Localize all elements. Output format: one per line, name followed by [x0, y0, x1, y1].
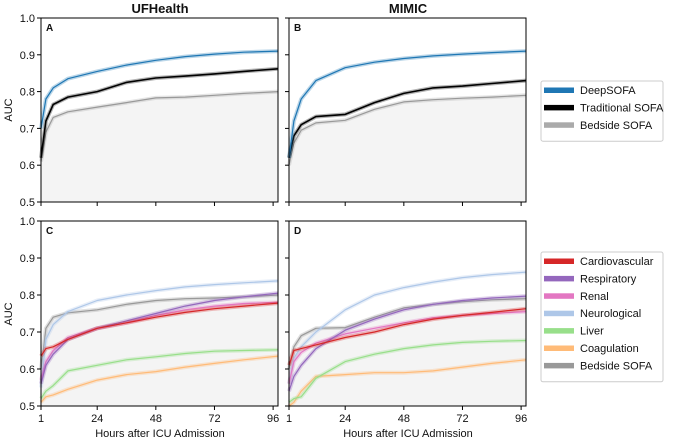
legend-scores: DeepSOFA Traditional SOFA Bedside SOFA [540, 80, 664, 142]
series-line-bedside-sofa [40, 91, 279, 162]
y-axis-label-top: AUC [3, 98, 15, 121]
x-tick-label: 24 [339, 413, 351, 425]
x-tick-label: 96 [267, 413, 279, 425]
legend-entry: Bedside SOFA [580, 120, 653, 132]
panel-d: D 1 24 48 72 96 [285, 220, 527, 425]
panel-a: A 0.5 0.6 0.7 0.8 0.9 1.0 [20, 13, 279, 209]
series-line-bedside-sofa [288, 94, 527, 166]
y-tick-label: 0.8 [20, 290, 35, 302]
series-line-cardiovascular [288, 308, 527, 366]
series-line-deepsofa [40, 50, 279, 129]
series-line-liver [40, 349, 279, 399]
legend-swatch [544, 122, 574, 128]
panel-label: B [294, 23, 301, 34]
legend-entry: Traditional SOFA [580, 102, 664, 114]
bedside-area-fill [289, 298, 526, 406]
legend-entry: Liver [580, 326, 604, 338]
x-tick-label: 72 [208, 413, 220, 425]
y-tick-label: 0.7 [20, 327, 35, 339]
x-axis-label-c: Hours after ICU Admission [95, 428, 225, 440]
panel-c: C 0.5 0.6 0.7 0.8 0.9 1.0 1 24 48 72 96 [20, 216, 280, 425]
series-line-traditional-sofa [40, 68, 279, 158]
y-tick-label: 0.6 [20, 160, 35, 172]
plot-frame [288, 220, 527, 407]
legend-swatch [544, 275, 574, 282]
series-line-cardiovascular [40, 302, 279, 357]
plot-frame [40, 17, 279, 203]
series-line-respiratory [288, 295, 527, 392]
legend-entry: DeepSOFA [580, 85, 636, 97]
series-line-bedside-sofa [40, 294, 279, 370]
column-title-ufhealth: UFHealth [131, 1, 188, 16]
legend-entry: Renal [580, 291, 609, 303]
legend-swatch [544, 87, 574, 93]
legend-entry: Respiratory [580, 273, 637, 285]
series-line-bedside-sofa [288, 298, 527, 370]
y-tick-label: 1.0 [20, 216, 35, 228]
legend-swatch [544, 104, 574, 111]
y-tick-label: 0.5 [20, 197, 35, 209]
x-tick-label: 48 [150, 413, 162, 425]
y-tick-label: 0.5 [20, 401, 35, 413]
legend-entry: Bedside SOFA [580, 360, 653, 372]
column-title-mimic: MIMIC [389, 1, 428, 16]
x-tick-label: 1 [286, 413, 292, 425]
legend-entry: Neurological [580, 308, 641, 320]
series-line-deepsofa [288, 50, 527, 158]
x-tick-label: 24 [91, 413, 103, 425]
plot-frame [40, 220, 279, 407]
panel-label: C [46, 226, 53, 237]
series-line-liver [288, 339, 527, 403]
plot-frame [288, 17, 527, 203]
series-line-traditional-sofa [288, 79, 527, 158]
panel-label: A [46, 23, 53, 34]
legend-swatch [544, 293, 574, 299]
series-line-respiratory [40, 292, 279, 384]
y-tick-label: 0.9 [20, 253, 35, 265]
legend-entry: Coagulation [580, 343, 639, 355]
series-line-neurological [288, 271, 527, 384]
legend-swatch [544, 362, 574, 369]
y-tick-label: 1.0 [20, 13, 35, 25]
series-line-neurological [40, 280, 279, 388]
x-tick-label: 72 [456, 413, 468, 425]
series-line-coagulation [288, 359, 527, 407]
x-tick-label: 96 [515, 413, 527, 425]
legend-swatch [544, 310, 574, 317]
legend-swatch [544, 328, 574, 334]
y-axis-label-bottom: AUC [3, 302, 15, 325]
legend-entry: Cardiovascular [580, 256, 654, 268]
panel-label: D [294, 226, 301, 237]
bedside-area-fill [41, 91, 278, 202]
series-line-coagulation [40, 355, 279, 403]
bedside-area-fill [289, 95, 526, 202]
legend-swatch [544, 345, 574, 351]
y-tick-label: 0.7 [20, 123, 35, 135]
legend-organ-systems: Cardiovascular Respiratory Renal Neurologic… [540, 251, 664, 383]
y-tick-label: 0.8 [20, 87, 35, 99]
bedside-area-fill [41, 295, 278, 406]
panel-b: B [285, 17, 527, 206]
y-tick-label: 0.9 [20, 50, 35, 62]
x-tick-label: 48 [398, 413, 410, 425]
x-tick-label: 1 [38, 413, 44, 425]
x-axis-label-d: Hours after ICU Admission [343, 428, 473, 440]
y-tick-label: 0.6 [20, 364, 35, 376]
legend-swatch [544, 258, 574, 264]
